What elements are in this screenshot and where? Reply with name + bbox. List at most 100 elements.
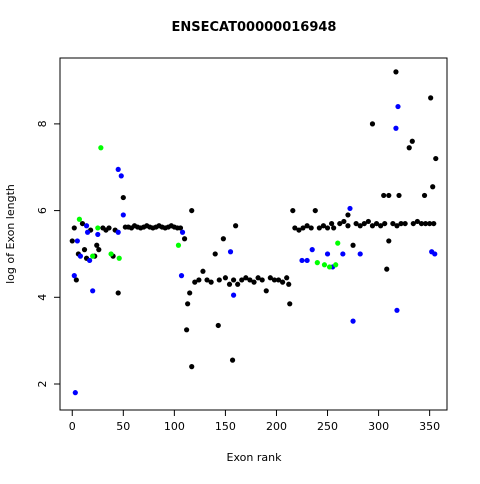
point xyxy=(300,225,306,231)
point xyxy=(69,238,75,244)
point xyxy=(369,223,376,229)
point xyxy=(340,251,346,257)
point xyxy=(373,220,380,227)
x-tick-label: 300 xyxy=(368,420,389,433)
point xyxy=(345,212,351,218)
point xyxy=(350,242,356,248)
point xyxy=(220,236,226,242)
x-tick-label: 200 xyxy=(266,420,287,433)
point xyxy=(71,273,77,279)
point xyxy=(396,192,402,199)
y-tick-label: 6 xyxy=(36,207,49,214)
point xyxy=(216,277,222,283)
point xyxy=(192,279,198,285)
point xyxy=(309,247,315,253)
x-tick-label: 100 xyxy=(164,420,185,433)
point xyxy=(84,229,91,235)
point xyxy=(175,242,182,248)
point xyxy=(324,251,331,257)
point xyxy=(115,290,121,296)
point xyxy=(106,225,112,231)
point xyxy=(72,390,78,396)
point xyxy=(181,236,188,242)
x-tick-label: 250 xyxy=(317,420,338,433)
point xyxy=(395,103,401,110)
point xyxy=(243,275,249,281)
point xyxy=(357,223,363,229)
point xyxy=(394,307,400,313)
point xyxy=(280,279,286,285)
point xyxy=(118,173,124,179)
point xyxy=(267,275,273,281)
point xyxy=(227,249,234,255)
point xyxy=(187,290,193,296)
point xyxy=(299,257,305,264)
point xyxy=(324,225,331,231)
point xyxy=(208,279,214,285)
point xyxy=(341,218,347,225)
point xyxy=(286,281,292,287)
point xyxy=(312,207,318,214)
point xyxy=(292,225,298,231)
point xyxy=(414,218,420,225)
point xyxy=(235,281,241,287)
point xyxy=(115,229,121,235)
point xyxy=(357,251,363,257)
point xyxy=(95,225,101,231)
point xyxy=(204,277,210,283)
point xyxy=(76,216,83,222)
point xyxy=(410,220,416,227)
x-axis-label: Exon rank xyxy=(227,451,283,464)
point xyxy=(284,275,290,281)
point xyxy=(422,220,429,227)
point xyxy=(229,357,236,363)
point xyxy=(365,218,371,225)
point xyxy=(427,220,433,227)
point xyxy=(394,223,400,229)
point xyxy=(329,220,335,227)
point xyxy=(230,292,237,298)
point xyxy=(353,220,359,227)
point xyxy=(421,192,428,199)
point xyxy=(108,251,114,257)
point xyxy=(215,322,221,329)
point xyxy=(233,223,239,229)
point xyxy=(95,231,101,238)
point xyxy=(347,205,353,212)
point xyxy=(418,220,425,227)
point xyxy=(398,220,404,227)
point xyxy=(200,268,206,274)
point xyxy=(335,240,341,246)
point xyxy=(433,155,439,162)
point xyxy=(393,69,399,75)
y-tick-label: 8 xyxy=(36,120,49,127)
point xyxy=(393,125,399,131)
point xyxy=(290,207,296,214)
point xyxy=(178,273,185,279)
point xyxy=(402,220,408,227)
point xyxy=(304,223,310,229)
point xyxy=(432,251,438,257)
plot-frame xyxy=(59,57,448,411)
point xyxy=(90,253,96,259)
point xyxy=(184,327,190,333)
point xyxy=(116,255,122,261)
point xyxy=(74,238,80,244)
x-tick-label: 0 xyxy=(69,420,76,433)
point xyxy=(333,262,339,268)
point xyxy=(255,275,261,281)
point xyxy=(369,121,376,127)
point xyxy=(239,277,245,283)
point xyxy=(247,277,253,283)
point xyxy=(120,194,126,201)
point xyxy=(390,220,396,227)
point xyxy=(314,260,320,266)
point xyxy=(87,257,93,264)
point xyxy=(386,238,392,244)
point xyxy=(345,223,351,229)
point xyxy=(287,301,293,307)
point xyxy=(382,220,388,227)
y-tick-label: 4 xyxy=(36,294,49,301)
point xyxy=(90,288,96,294)
